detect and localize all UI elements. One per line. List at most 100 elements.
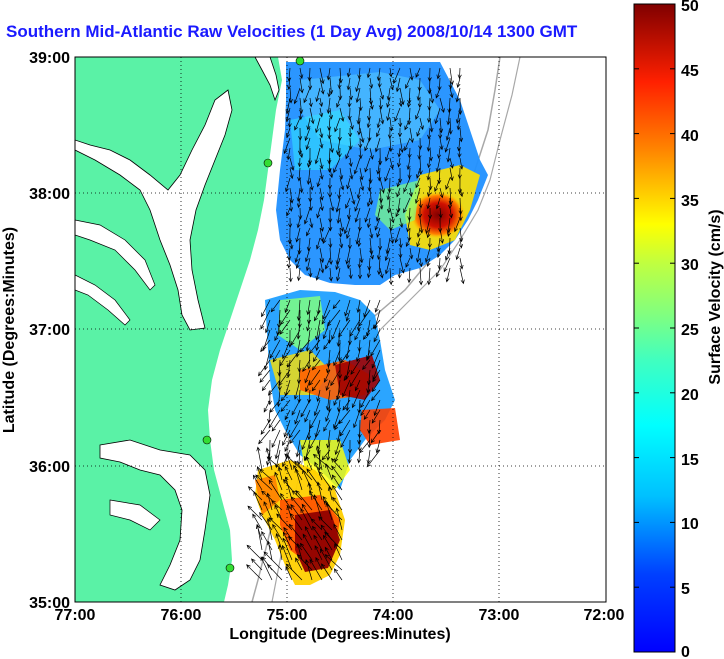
velocity-vector xyxy=(302,359,311,372)
velocity-vector xyxy=(252,513,263,531)
velocity-vector xyxy=(314,147,321,165)
velocity-vector xyxy=(345,309,351,322)
velocity-vector xyxy=(399,257,405,274)
velocity-vector xyxy=(247,486,263,501)
velocity-vector xyxy=(334,439,341,456)
velocity-vector xyxy=(343,369,351,382)
velocity-vector xyxy=(278,369,291,386)
velocity-vector xyxy=(289,167,294,180)
velocity-vector xyxy=(371,379,381,393)
velocity-vector xyxy=(297,157,302,168)
velocity-vector xyxy=(280,389,291,402)
velocity-vector xyxy=(416,167,421,179)
velocity-vector xyxy=(386,107,391,122)
velocity-vector xyxy=(406,217,411,233)
velocity-vector xyxy=(304,127,311,142)
velocity-vector xyxy=(424,247,431,263)
velocity-vector xyxy=(335,257,341,271)
velocity-vector xyxy=(313,399,321,417)
velocity-vector xyxy=(427,267,432,286)
x-tick-label: 74:00 xyxy=(373,607,414,624)
velocity-vector xyxy=(429,117,434,133)
colorbar-ticks xyxy=(634,3,675,653)
velocity-vector xyxy=(286,359,291,378)
velocity-vector xyxy=(398,117,403,128)
velocity-vector xyxy=(306,117,311,131)
velocity-vector xyxy=(459,267,465,285)
velocity-vector xyxy=(384,167,391,182)
velocity-vector xyxy=(366,67,371,79)
velocity-vector xyxy=(317,449,322,472)
velocity-vector xyxy=(429,87,435,104)
colorbar-label: Surface Velocity (cm/s) xyxy=(707,209,724,384)
velocity-vector xyxy=(366,379,371,394)
velocity-vector xyxy=(328,267,333,282)
velocity-vector xyxy=(373,329,381,343)
velocity-vector xyxy=(315,117,321,134)
velocity-vector xyxy=(332,484,343,501)
velocity-vector xyxy=(289,513,303,531)
velocity-vector xyxy=(300,508,313,531)
velocity-vector xyxy=(330,369,341,387)
velocity-vector xyxy=(327,127,332,140)
velocity-vector xyxy=(282,339,291,360)
velocity-vector xyxy=(287,77,292,90)
velocity-vector xyxy=(269,339,281,359)
velocity-vector xyxy=(355,87,361,104)
velocity-vector xyxy=(363,409,371,421)
velocity-vector xyxy=(449,157,454,169)
velocity-vector xyxy=(334,117,341,133)
velocity-vector xyxy=(293,87,301,105)
velocity-vector xyxy=(435,87,441,99)
velocity-vector xyxy=(405,237,411,248)
velocity-vector xyxy=(334,543,343,561)
velocity-vector xyxy=(277,359,282,377)
velocity-vector xyxy=(315,557,323,571)
velocity-vector xyxy=(261,379,271,392)
velocity-vector xyxy=(316,481,323,501)
velocity-vector xyxy=(355,349,361,363)
velocity-vector xyxy=(324,554,343,571)
velocity-vector xyxy=(260,309,271,330)
velocity-vector xyxy=(302,533,313,551)
velocity-vector xyxy=(345,197,351,209)
colorbar-tick-label: 35 xyxy=(681,193,699,210)
velocity-vector xyxy=(282,537,293,561)
velocity-vector xyxy=(331,319,341,340)
velocity-vector xyxy=(356,309,361,332)
velocity-vector xyxy=(369,227,374,239)
x-axis-label: Longitude (Degrees:Minutes) xyxy=(229,626,450,643)
velocity-vector xyxy=(325,389,331,411)
velocity-vector xyxy=(338,227,343,238)
velocity-vector xyxy=(457,67,462,80)
velocity-vector xyxy=(333,157,341,174)
velocity-vector xyxy=(359,167,364,181)
velocity-vector xyxy=(264,319,271,334)
velocity-vector xyxy=(303,207,311,225)
velocity-vector xyxy=(305,137,311,151)
y-tick-label: 37:00 xyxy=(29,322,70,339)
velocity-vector xyxy=(322,319,331,340)
velocity-vector xyxy=(329,167,334,179)
velocity-vector xyxy=(426,227,431,239)
velocity-vector xyxy=(246,564,263,581)
velocity-vector xyxy=(437,257,442,270)
velocity-vector xyxy=(371,389,381,402)
velocity-vector xyxy=(303,87,311,104)
velocity-vector xyxy=(319,137,324,149)
velocity-vector xyxy=(328,107,334,120)
velocity-vector xyxy=(308,267,313,278)
velocity-vector xyxy=(260,556,273,581)
velocity-vector xyxy=(418,197,423,209)
velocity-vector xyxy=(427,127,432,140)
velocity-vector xyxy=(427,237,432,249)
velocity-vector xyxy=(306,227,311,237)
velocity-vector xyxy=(299,77,304,94)
station-marker xyxy=(202,435,212,445)
x-tick-label: 77:00 xyxy=(55,607,96,624)
velocity-vector xyxy=(294,467,303,491)
y-tick-label: 36:00 xyxy=(29,459,70,476)
velocity-vector xyxy=(456,117,461,131)
grid-lines xyxy=(75,57,606,602)
velocity-vector xyxy=(282,429,291,446)
